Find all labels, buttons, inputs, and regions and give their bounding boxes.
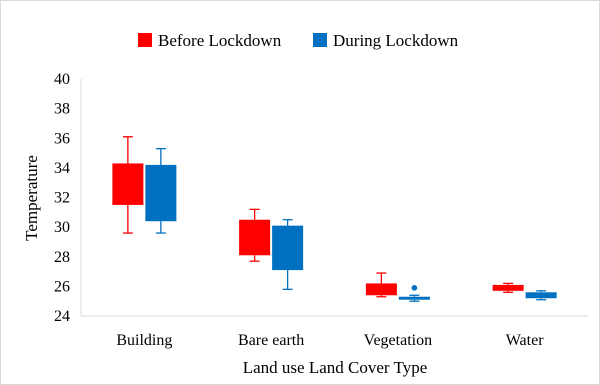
- box-before-2: [365, 272, 397, 298]
- legend: Before Lockdown During Lockdown: [138, 31, 459, 50]
- box-during-2: [398, 285, 430, 302]
- outlier-point: [411, 285, 418, 291]
- box-before-3: [492, 282, 524, 293]
- y-tick-label: 30: [54, 219, 70, 236]
- box-iqr: [112, 163, 144, 205]
- legend-swatch-before: [138, 33, 152, 47]
- x-category-labels: Building Bare earth Vegetation Water: [116, 332, 544, 349]
- box-series: [112, 136, 557, 302]
- y-tick-label: 28: [54, 249, 70, 266]
- y-tick-label: 32: [54, 190, 70, 207]
- y-tick-labels: 24 26 28 30 32 34 36 38 40: [54, 71, 70, 325]
- box-during-0: [145, 147, 177, 234]
- box-iqr: [239, 219, 271, 256]
- y-tick-label: 40: [54, 71, 70, 88]
- x-axis-title: Land use Land Cover Type: [243, 358, 428, 377]
- box-during-1: [272, 219, 304, 290]
- y-tick-label: 26: [54, 278, 70, 295]
- x-category-label: Bare earth: [238, 332, 304, 349]
- x-category-label: Vegetation: [364, 332, 432, 349]
- x-category-label: Water: [506, 332, 544, 349]
- legend-label-during: During Lockdown: [333, 31, 459, 50]
- y-tick-label: 34: [54, 160, 70, 177]
- box-during-3: [525, 290, 557, 301]
- legend-swatch-during: [313, 33, 327, 47]
- box-iqr: [365, 283, 397, 296]
- y-tick-label: 38: [54, 101, 70, 118]
- legend-label-before: Before Lockdown: [158, 31, 282, 50]
- box-before-0: [112, 136, 144, 234]
- y-tick-label: 24: [54, 308, 70, 325]
- box-iqr: [525, 292, 557, 299]
- box-iqr: [145, 164, 177, 222]
- box-iqr: [272, 225, 304, 271]
- x-category-label: Building: [116, 332, 172, 349]
- box-before-1: [239, 208, 271, 262]
- y-tick-label: 36: [54, 130, 70, 147]
- y-axis-title: Temperature: [22, 155, 41, 241]
